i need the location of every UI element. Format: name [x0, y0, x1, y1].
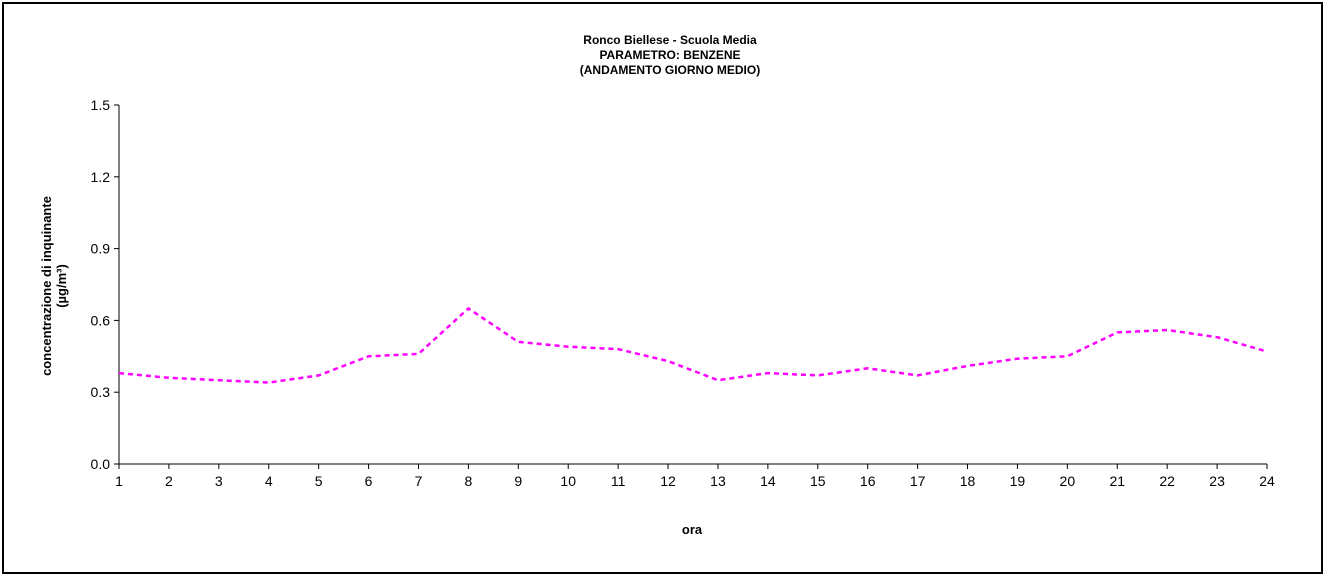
x-tick-label: 5: [315, 473, 323, 489]
chart-title-line-2: PARAMETRO: BENZENE: [599, 48, 740, 62]
y-tick-label: 0.6: [91, 312, 111, 328]
x-axis-title: ora: [682, 522, 703, 537]
x-tick-label: 7: [415, 473, 423, 489]
y-axis-title-line-1: concentrazione di inquinante: [39, 196, 54, 376]
series-group: [118, 307, 1268, 384]
chart-title-line-3: (ANDAMENTO GIORNO MEDIO): [580, 63, 760, 77]
y-tick-label: 1.5: [91, 97, 111, 113]
y-axis-title: concentrazione di inquinante (µg/m³): [39, 196, 69, 376]
x-tick-label: 17: [910, 473, 926, 489]
chart-title-line-1: Ronco Biellese - Scuola Media: [583, 33, 757, 47]
x-tick-label: 14: [760, 473, 776, 489]
y-axis-title-line-2: (µg/m³): [54, 264, 69, 308]
line-chart: Ronco Biellese - Scuola Media PARAMETRO:…: [39, 33, 1275, 537]
x-tick-label: 1: [115, 473, 123, 489]
x-tick-label: 16: [860, 473, 876, 489]
y-tick-label: 0.3: [91, 384, 111, 400]
x-tick-label: 2: [165, 473, 173, 489]
x-tick-label: 4: [265, 473, 273, 489]
series-line: [118, 307, 1268, 384]
x-tick-label: 22: [1159, 473, 1175, 489]
x-tick-label: 21: [1109, 473, 1125, 489]
y-tick-label: 0.0: [91, 456, 111, 472]
y-ticks: 0.0 0.3 0.6 0.9 1.2 1.5: [91, 97, 119, 472]
axes: [118, 105, 1267, 465]
x-tick-label: 15: [810, 473, 826, 489]
x-ticks: 1 2 3 4 5 6 7 8 9 10 11 12 13 14 15 16 17 18 19 20 21 22 23 24: [115, 464, 1275, 489]
x-tick-label: 19: [1010, 473, 1026, 489]
x-tick-label: 9: [514, 473, 522, 489]
x-tick-label: 24: [1259, 473, 1275, 489]
x-tick-label: 6: [365, 473, 373, 489]
x-tick-label: 13: [710, 473, 726, 489]
x-tick-label: 12: [660, 473, 676, 489]
x-tick-label: 8: [464, 473, 472, 489]
y-tick-label: 1.2: [91, 169, 111, 185]
chart-title: Ronco Biellese - Scuola Media PARAMETRO:…: [580, 33, 760, 77]
y-tick-label: 0.9: [91, 241, 111, 257]
x-tick-label: 3: [215, 473, 223, 489]
x-tick-label: 10: [560, 473, 576, 489]
x-tick-label: 11: [611, 473, 626, 489]
x-tick-label: 20: [1060, 473, 1076, 489]
x-tick-label: 23: [1209, 473, 1225, 489]
x-tick-label: 18: [960, 473, 976, 489]
